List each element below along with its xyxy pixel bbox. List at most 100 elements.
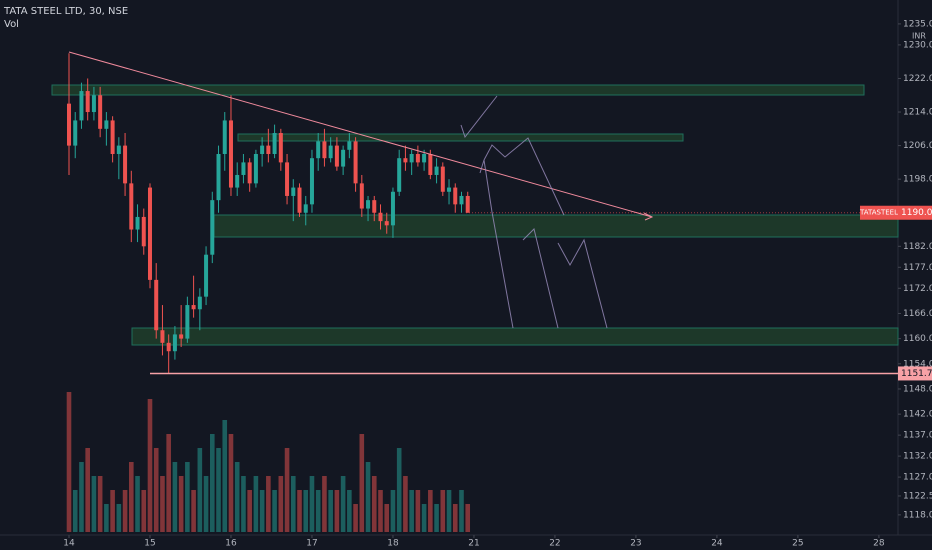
trendline-arrow bbox=[643, 212, 654, 221]
candle-body bbox=[378, 212, 383, 222]
candle-body bbox=[179, 334, 184, 339]
x-tick-label: 15 bbox=[144, 539, 155, 549]
candle-body bbox=[154, 279, 159, 331]
volume-bar bbox=[440, 490, 446, 532]
candle-body bbox=[160, 330, 165, 343]
volume-bar bbox=[85, 448, 90, 532]
candle-body bbox=[347, 141, 352, 150]
candle-body bbox=[328, 145, 333, 159]
volume-bar bbox=[434, 504, 439, 532]
volume-title: Vol bbox=[4, 19, 19, 30]
candle-body bbox=[384, 221, 389, 226]
y-tick-label: 1198.00 bbox=[903, 175, 932, 185]
candle-body bbox=[422, 153, 427, 163]
x-tick-label: 21 bbox=[468, 539, 479, 549]
volume-bar bbox=[185, 462, 190, 532]
volume-bar bbox=[259, 490, 265, 532]
volume-bar bbox=[79, 462, 84, 532]
candle-body bbox=[104, 120, 109, 129]
candle-body bbox=[359, 183, 364, 209]
candle-body bbox=[253, 153, 258, 184]
trendline bbox=[68, 51, 653, 218]
volume-bar bbox=[297, 490, 302, 532]
volume-bar bbox=[353, 504, 358, 532]
volume-bar bbox=[421, 504, 427, 532]
candle-body bbox=[303, 204, 308, 213]
volume-bar bbox=[241, 476, 246, 532]
volume-bar bbox=[384, 504, 390, 532]
candle-body bbox=[91, 95, 96, 113]
x-tick-label: 16 bbox=[225, 539, 237, 549]
candle-body bbox=[334, 145, 339, 167]
candle-body bbox=[390, 191, 395, 226]
candle-body bbox=[459, 195, 464, 205]
candle-body bbox=[129, 183, 134, 230]
symbol-tag bbox=[860, 205, 898, 220]
volume-bar bbox=[97, 476, 103, 532]
volume-bar bbox=[390, 490, 396, 532]
candle-body bbox=[278, 133, 283, 163]
volume-bar bbox=[415, 490, 421, 532]
volume-bar bbox=[446, 490, 452, 532]
volume-bar bbox=[328, 490, 333, 532]
y-tick-label: 1222.00 bbox=[903, 74, 932, 84]
candle-body bbox=[285, 162, 290, 196]
volume-bar bbox=[371, 476, 377, 532]
x-tick-label: 24 bbox=[711, 539, 723, 549]
volume-bar bbox=[178, 476, 184, 532]
candle-body bbox=[316, 141, 321, 159]
candle-body bbox=[166, 342, 171, 352]
volume-bar bbox=[234, 462, 240, 532]
volume-bar bbox=[104, 504, 109, 532]
candle-body bbox=[322, 141, 327, 159]
volume-bar bbox=[266, 476, 271, 532]
volume-bar bbox=[116, 504, 122, 532]
candle-body bbox=[116, 145, 121, 154]
projection bbox=[483, 137, 565, 216]
zone bbox=[131, 327, 899, 346]
candle-body bbox=[210, 200, 215, 255]
volume-bar bbox=[147, 399, 153, 532]
candle-body bbox=[228, 120, 233, 188]
y-tick-label: 1166.00 bbox=[903, 309, 932, 319]
candle-body bbox=[110, 120, 115, 154]
volume-bar bbox=[222, 420, 228, 532]
candle-body bbox=[272, 133, 277, 154]
y-tick-label: 1137.00 bbox=[903, 431, 932, 441]
candle-body bbox=[172, 334, 177, 352]
volume-bar bbox=[253, 476, 259, 532]
candle-body bbox=[204, 254, 209, 297]
y-tick-label: 1172.00 bbox=[903, 284, 932, 294]
volume-bar bbox=[209, 434, 215, 532]
y-tick-label: 1182.00 bbox=[903, 242, 932, 252]
volume-bar bbox=[409, 490, 414, 532]
candle-body bbox=[309, 158, 314, 205]
volume-bar bbox=[403, 476, 408, 532]
volume-bar bbox=[228, 434, 234, 532]
y-tick-label: 1122.50 bbox=[903, 491, 932, 501]
volume-bar bbox=[272, 490, 277, 532]
candle-body bbox=[260, 145, 265, 154]
volume-bar bbox=[428, 490, 433, 532]
symbol-tag-label: TATASTEEL bbox=[859, 209, 898, 217]
projection bbox=[479, 159, 514, 329]
volume-bar bbox=[91, 476, 97, 532]
volume-bar bbox=[203, 476, 209, 532]
candle-body bbox=[123, 145, 128, 184]
volume-bar bbox=[459, 490, 464, 532]
candle-body bbox=[191, 305, 196, 310]
price-tag-label: 1151.70 bbox=[901, 369, 932, 379]
candle-body bbox=[409, 153, 414, 163]
y-tick-label: 1160.00 bbox=[903, 334, 932, 344]
x-tick-label: 17 bbox=[306, 539, 317, 549]
zone bbox=[213, 214, 899, 238]
projection bbox=[522, 228, 559, 329]
zone bbox=[237, 133, 684, 142]
y-tick-label: 1132.00 bbox=[903, 452, 932, 462]
volume-bar bbox=[72, 490, 78, 532]
y-tick-label: 1235.00 bbox=[903, 19, 932, 29]
candle-body bbox=[247, 162, 252, 184]
price-tag bbox=[898, 366, 932, 381]
volume-bar bbox=[290, 476, 296, 532]
